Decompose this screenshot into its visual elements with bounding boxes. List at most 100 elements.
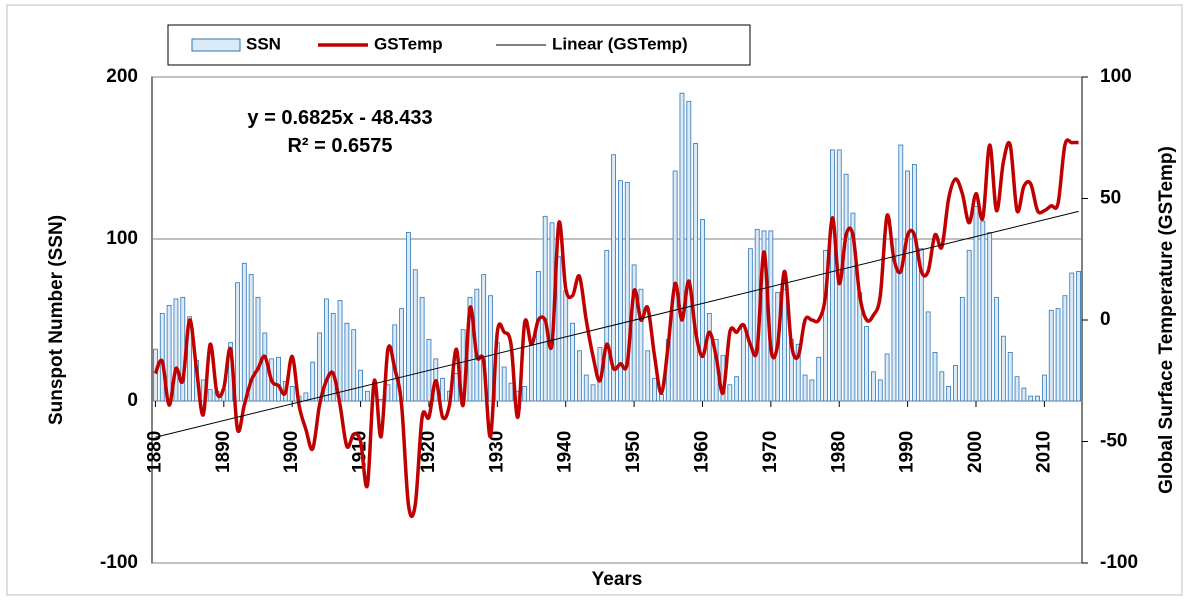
y2-tick-label: -100 bbox=[1100, 552, 1138, 573]
y-tick-label: 0 bbox=[127, 390, 138, 411]
ssn-bar bbox=[522, 386, 528, 402]
ssn-bar bbox=[809, 379, 815, 402]
ssn-bar bbox=[365, 390, 370, 402]
ssn-bar bbox=[207, 389, 213, 402]
ssn-bar bbox=[1062, 295, 1068, 402]
ssn-bar bbox=[638, 288, 644, 402]
ssn-bar bbox=[529, 342, 534, 402]
ssn-bar bbox=[488, 295, 493, 402]
ssn-bar bbox=[734, 376, 740, 402]
ssn-bar bbox=[1041, 374, 1047, 402]
ssn-bar bbox=[877, 379, 883, 402]
ssn-bar bbox=[747, 248, 753, 402]
ssn-bar bbox=[1028, 395, 1034, 402]
x-tick-label: 1900 bbox=[281, 431, 302, 473]
y2-tick-label: 0 bbox=[1100, 309, 1111, 330]
y-tick-label: 100 bbox=[106, 228, 138, 249]
ssn-bar bbox=[317, 332, 322, 402]
ssn-bar bbox=[659, 394, 664, 402]
ssn-bar bbox=[953, 364, 958, 402]
trend-equation: y = 0.6825x - 48.433 bbox=[247, 107, 432, 129]
x-tick-label: 1880 bbox=[144, 431, 165, 473]
y2-tick-label: 100 bbox=[1100, 66, 1132, 87]
x-tick-label: 1890 bbox=[213, 431, 234, 473]
x-tick-label: 1940 bbox=[555, 431, 576, 473]
ssn-bar bbox=[248, 274, 254, 402]
ssn-bar bbox=[590, 384, 596, 402]
ssn-bar bbox=[337, 300, 343, 402]
ssn-bar bbox=[761, 230, 767, 402]
ssn-bar bbox=[686, 100, 692, 402]
ssn-bar bbox=[187, 316, 193, 402]
x-tick-label: 1930 bbox=[486, 431, 507, 473]
ssn-bar bbox=[741, 324, 746, 402]
ssn-bar bbox=[645, 350, 651, 402]
ssn-bar bbox=[700, 219, 705, 402]
chart-frame bbox=[6, 4, 1183, 596]
ssn-bar bbox=[481, 274, 487, 402]
ssn-bar bbox=[959, 296, 965, 402]
x-tick-label: 1990 bbox=[897, 431, 918, 473]
ssn-bar bbox=[153, 348, 158, 402]
y2-tick-label: -50 bbox=[1100, 431, 1127, 452]
ssn-bar bbox=[611, 154, 616, 402]
ssn-bar bbox=[1007, 351, 1013, 402]
ssn-bar bbox=[905, 170, 911, 402]
ssn-bar bbox=[795, 343, 801, 402]
ssn-bar bbox=[652, 377, 658, 402]
ssn-bar bbox=[235, 282, 240, 402]
ssn-bar bbox=[918, 248, 924, 402]
ssn-bar bbox=[542, 215, 548, 402]
legend-box bbox=[167, 24, 751, 66]
ssn-bar bbox=[843, 173, 849, 402]
ssn-bar bbox=[939, 371, 945, 402]
ssn-bar bbox=[180, 296, 186, 402]
ssn-bar bbox=[966, 249, 972, 402]
ssn-bar bbox=[289, 386, 295, 402]
ssn-bar bbox=[358, 369, 363, 402]
ssn-bar bbox=[406, 232, 411, 402]
ssn-bar bbox=[303, 392, 309, 402]
ssn-bar bbox=[987, 232, 993, 402]
ssn-bar bbox=[310, 361, 316, 402]
ssn-bar bbox=[871, 371, 876, 402]
ssn-bar bbox=[330, 313, 336, 402]
ssn-bar bbox=[255, 296, 261, 402]
trend-r2: R² = 0.6575 bbox=[287, 135, 392, 157]
ssn-bar bbox=[344, 322, 350, 402]
ssn-bar bbox=[693, 143, 699, 402]
legend-label: GSTemp bbox=[374, 34, 443, 53]
ssn-bar bbox=[501, 366, 507, 402]
ssn-bar bbox=[1014, 376, 1020, 402]
ssn-bar bbox=[884, 353, 890, 402]
ssn-bar bbox=[980, 220, 986, 402]
ssn-bar bbox=[159, 313, 165, 402]
ssn-bar bbox=[706, 313, 712, 402]
ssn-bar bbox=[830, 149, 835, 402]
ssn-bar bbox=[166, 305, 172, 402]
ssn-bar bbox=[583, 374, 589, 402]
x-tick-label: 1960 bbox=[691, 431, 712, 473]
ssn-bar bbox=[508, 382, 514, 402]
ssn-bar bbox=[241, 262, 247, 402]
legend-swatch bbox=[191, 38, 241, 52]
y-axis-label: Sunspot Number (SSN) bbox=[46, 215, 67, 425]
ssn-bar bbox=[604, 249, 610, 402]
ssn-bar bbox=[816, 356, 822, 402]
ssn-bar bbox=[679, 92, 685, 402]
y-tick-label: 200 bbox=[106, 66, 138, 87]
ssn-bar bbox=[1021, 387, 1027, 402]
ssn-bar bbox=[891, 238, 897, 402]
legend-label: SSN bbox=[246, 34, 281, 53]
x-tick-label: 1910 bbox=[350, 431, 371, 473]
gstemp-line bbox=[153, 138, 1079, 519]
ssn-bar bbox=[1000, 335, 1006, 402]
ssn-bar bbox=[323, 298, 329, 402]
ssn-bar bbox=[576, 350, 582, 402]
ssn-bar bbox=[932, 351, 938, 402]
ssn-bar bbox=[556, 256, 562, 402]
ssn-bar bbox=[563, 290, 569, 402]
ssn-bar bbox=[802, 374, 808, 402]
ssn-bar bbox=[1048, 309, 1054, 402]
ssn-bar bbox=[782, 288, 787, 402]
